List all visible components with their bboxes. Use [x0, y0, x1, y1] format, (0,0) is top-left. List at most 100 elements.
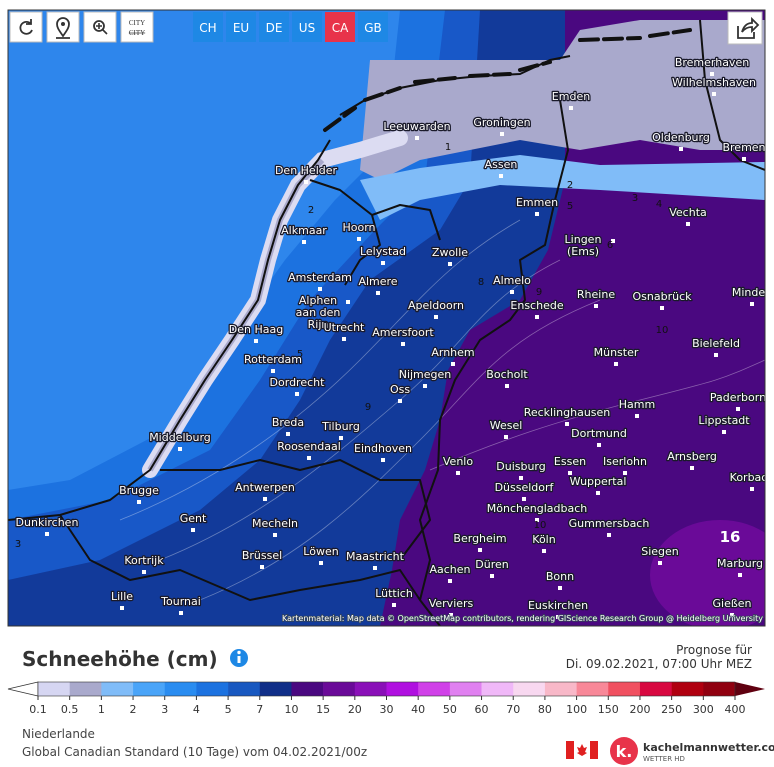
city-dot: [635, 414, 639, 418]
contour-label: 16: [720, 528, 741, 546]
city-dot: [714, 353, 718, 357]
city-dot: [500, 132, 504, 136]
legend-label: 200: [629, 703, 650, 716]
legend-swatch: [544, 682, 577, 696]
city-label: Bremen: [722, 141, 765, 154]
contour-label: 4: [656, 199, 662, 210]
zone: [650, 520, 765, 626]
city-dot: [392, 603, 396, 607]
city-dot: [568, 471, 572, 475]
city-dot: [712, 92, 716, 96]
islands: [323, 28, 692, 132]
city-dot: [565, 422, 569, 426]
city-dot: [178, 447, 182, 451]
legend-swatch: [386, 682, 419, 696]
city-label: Brüssel: [242, 549, 282, 562]
legend-swatch: [671, 682, 704, 696]
city-dot: [499, 174, 503, 178]
contour-label: 8: [478, 277, 484, 288]
region-label: GB: [364, 21, 382, 35]
region-button[interactable]: [193, 12, 223, 42]
city-dot: [254, 339, 258, 343]
city-label: Hamm: [619, 398, 655, 411]
city-label: Verviers: [429, 597, 474, 610]
city-dot: [556, 615, 560, 619]
contour-label: 5: [297, 349, 303, 360]
city-dot: [319, 561, 323, 565]
city-dot: [690, 466, 694, 470]
city-dot: [558, 586, 562, 590]
city-dot: [307, 456, 311, 460]
region-button[interactable]: [259, 12, 289, 42]
city-label: Bergheim: [453, 532, 506, 545]
contour-label: 3: [15, 539, 21, 550]
legend-label: 40: [411, 703, 425, 716]
region-label: US: [299, 21, 315, 35]
city-label: Löwen: [303, 545, 338, 558]
zone: [360, 20, 765, 180]
city-label: (Ems): [567, 245, 599, 258]
city-label: Wilhelmshaven: [672, 76, 756, 89]
brand-logo-letter: k.: [616, 742, 633, 761]
city-dot: [750, 302, 754, 306]
city-label: Maastricht: [346, 550, 405, 563]
region-label: DE: [266, 21, 283, 35]
region-button[interactable]: [325, 12, 355, 42]
city-dot: [339, 436, 343, 440]
location-icon: [56, 17, 70, 39]
city-label: Bocholt: [486, 368, 528, 381]
refresh-button[interactable]: [9, 11, 43, 43]
city-dot: [596, 491, 600, 495]
city-dot: [286, 432, 290, 436]
city-dot: [357, 237, 361, 241]
region-button[interactable]: [292, 12, 322, 42]
legend-label: 300: [693, 703, 714, 716]
flag-leaf: [577, 744, 587, 756]
region-button[interactable]: [358, 12, 388, 42]
city-label: Paderborn: [710, 391, 766, 404]
region-button[interactable]: [226, 12, 256, 42]
city-label: Nijmegen: [399, 368, 452, 381]
city-label: Groningen: [473, 116, 530, 129]
border-line: [699, 19, 765, 171]
coastline: [309, 179, 441, 286]
city-label: Lüttich: [375, 587, 413, 600]
zone: [8, 10, 400, 490]
legend-swatch: [354, 682, 387, 696]
legend-label: 2: [130, 703, 137, 716]
border-line: [59, 459, 431, 601]
city-label: Tilburg: [321, 420, 360, 433]
legend-title: Schneehöhe (cm): [22, 647, 218, 671]
city-dot: [607, 533, 611, 537]
city-label: Gießen: [712, 597, 751, 610]
legend-label: 60: [475, 703, 489, 716]
city-label: Emden: [552, 90, 590, 103]
city-label: Siegen: [641, 545, 679, 558]
city-dot: [510, 290, 514, 294]
legend-swatch: [291, 682, 324, 696]
zoom-button[interactable]: [83, 11, 117, 43]
city-button[interactable]: [120, 11, 154, 43]
city-dot: [449, 613, 453, 617]
forecast-time: Di. 09.02.2021, 07:00 Uhr MEZ: [566, 657, 752, 671]
flag: [566, 741, 574, 759]
legend-label: 20: [348, 703, 362, 716]
city-dot: [542, 549, 546, 553]
city-dot: [376, 291, 380, 295]
city-label: Oss: [390, 383, 410, 396]
contour-label: 1: [445, 142, 451, 153]
city-dot: [271, 369, 275, 373]
city-label: Rheine: [577, 288, 615, 301]
map-frame: [7, 9, 766, 627]
city-dot: [750, 487, 754, 491]
city-dot: [451, 362, 455, 366]
city-label: Almere: [358, 275, 397, 288]
contour-label: 9: [365, 402, 371, 413]
city-label: Tournai: [160, 595, 201, 608]
brand-sub: WETTER HD: [643, 755, 685, 763]
legend-label: 100: [566, 703, 587, 716]
legend-label: 70: [506, 703, 520, 716]
attribution: Kartenmaterial: Map data © OpenStreetMap…: [282, 614, 763, 623]
legend-label: 1: [98, 703, 105, 716]
city-label: Utrecht: [324, 321, 365, 334]
